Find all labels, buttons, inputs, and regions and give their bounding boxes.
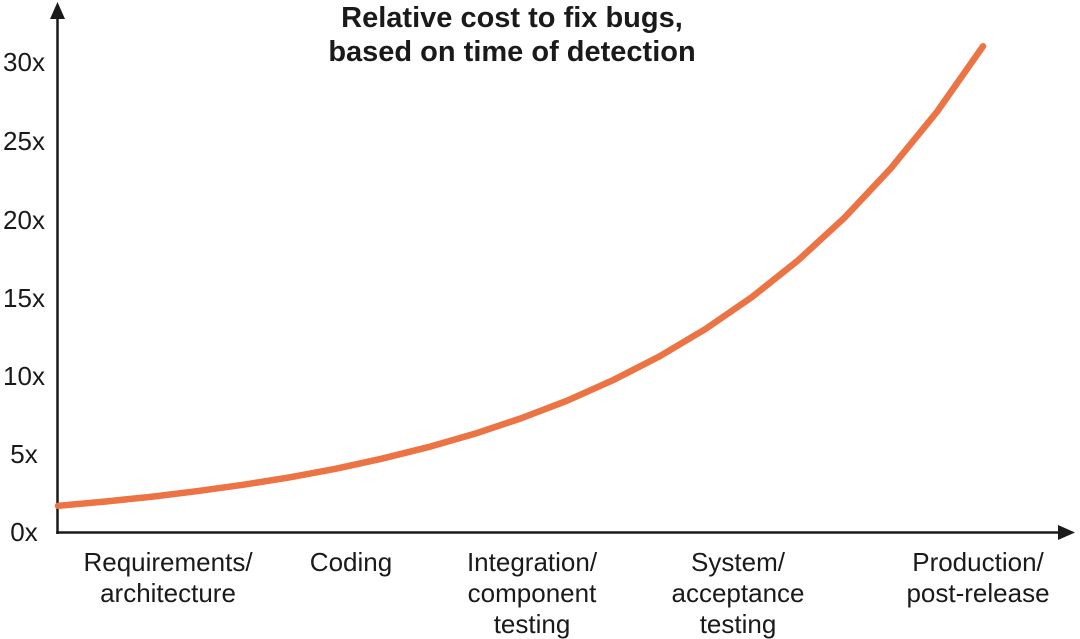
chart-title-line2: based on time of detection <box>328 36 696 68</box>
y-tick-label-0x: 0x <box>10 517 38 547</box>
y-tick-label-30x: 30x <box>3 47 45 77</box>
x-category-requirements: Requirements/ architecture <box>83 547 253 608</box>
y-tick-label-20x: 20x <box>3 205 45 235</box>
x-category-integration: Integration/ component testing <box>466 547 598 639</box>
y-tick-label-15x: 15x <box>3 283 45 313</box>
chart-title: Relative cost to fix bugs, based on time… <box>328 1 695 69</box>
cost-curve <box>54 43 987 510</box>
chart-title-line1: Relative cost to fix bugs, <box>341 2 683 34</box>
y-tick-label-5x: 5x <box>10 439 38 469</box>
x-axis-arrow-icon <box>1058 525 1075 540</box>
x-category-production: Production/ post-release <box>906 547 1050 608</box>
y-axis-arrow-icon <box>50 2 65 19</box>
y-tick-label-10x: 10x <box>3 361 45 391</box>
x-category-coding: Coding <box>309 547 393 577</box>
y-tick-label-25x: 25x <box>3 126 45 156</box>
x-category-system: System/ acceptance testing <box>671 547 805 639</box>
